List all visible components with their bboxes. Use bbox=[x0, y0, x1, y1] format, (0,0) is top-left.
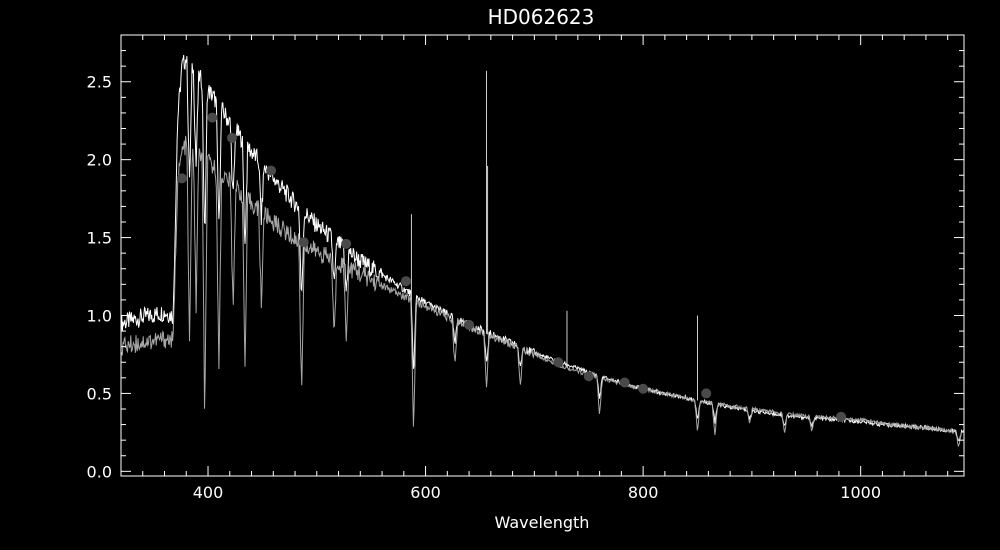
x-tick-label: 600 bbox=[410, 483, 441, 502]
photometry-point bbox=[701, 388, 712, 399]
y-tick-label: 0.0 bbox=[87, 462, 112, 481]
photometry-point bbox=[176, 173, 187, 184]
chart-title: HD062623 bbox=[488, 5, 595, 29]
y-tick-label: 2.0 bbox=[87, 151, 112, 170]
photometry-point bbox=[207, 112, 218, 123]
photometry-point bbox=[464, 319, 475, 330]
x-tick-label: 800 bbox=[628, 483, 659, 502]
plot-frame bbox=[120, 34, 965, 477]
y-tick-label: 1.0 bbox=[87, 306, 112, 325]
y-tick-label: 2.5 bbox=[87, 73, 112, 92]
photometry-point bbox=[553, 357, 564, 368]
photometry-point bbox=[298, 237, 309, 248]
photometry-point bbox=[226, 132, 237, 143]
spectrum-line-lower bbox=[121, 135, 964, 448]
photometry-point bbox=[341, 238, 352, 249]
photometry-point bbox=[619, 377, 630, 388]
y-tick-label: 1.5 bbox=[87, 229, 112, 248]
y-tick-label: 0.5 bbox=[87, 384, 112, 403]
photometry-point bbox=[400, 276, 411, 287]
photometry-point bbox=[583, 371, 594, 382]
photometry-point bbox=[836, 411, 847, 422]
x-axis-label: Wavelength bbox=[495, 513, 590, 532]
x-tick-label: 400 bbox=[193, 483, 224, 502]
x-tick-label: 1000 bbox=[840, 483, 881, 502]
spectrum-line-upper bbox=[121, 54, 964, 442]
photometry-point bbox=[266, 165, 277, 176]
photometry-point bbox=[638, 383, 649, 394]
